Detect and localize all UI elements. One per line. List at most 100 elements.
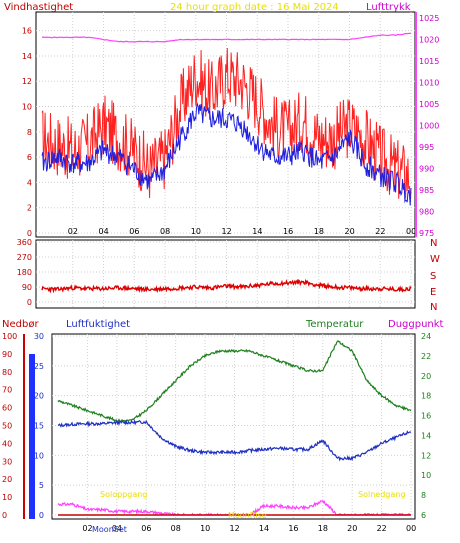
pressure-tick: 1015	[419, 57, 439, 66]
wind-time-tick: 14	[252, 227, 262, 236]
wind-speed-tick: 16	[22, 27, 32, 36]
wind-grid	[36, 12, 415, 237]
direction-line	[41, 278, 412, 294]
wind-time-tick: 04	[99, 227, 109, 236]
rain-tick: 70	[2, 386, 12, 395]
rain-tick: 10	[2, 493, 12, 502]
rain-label: Nedbør	[2, 319, 39, 330]
bottom-time-tick: 08	[171, 524, 181, 533]
wind-time-tick: 02	[68, 227, 78, 236]
pressure-tick: 990	[419, 165, 434, 174]
pressure-line	[41, 32, 412, 43]
wind-average-line	[41, 101, 412, 206]
direction-tick: 90	[22, 283, 32, 292]
wind-time-tick: 06	[129, 227, 139, 236]
direction-ticks: 0 90 180 270 360	[17, 238, 32, 307]
chart-title: 24 hour graph date : 16 Mai 2024	[170, 2, 339, 13]
pressure-tick: 1025	[419, 14, 439, 23]
direction-tick: 180	[17, 268, 32, 277]
wind-time-tick: 20	[345, 227, 355, 236]
bottom-time-tick: 06	[141, 524, 151, 533]
direction-tick: 360	[17, 238, 32, 247]
compass-w: W	[430, 254, 440, 265]
bottom-panel: 02 04 06 08 10 12 14 16 18 20 22 000102030405060708…	[2, 319, 444, 534]
humidity-tick: 25	[34, 362, 44, 371]
temperature-tick: 10	[421, 471, 431, 480]
wind-gust-line	[41, 47, 412, 199]
wind-time-tick: 08	[160, 227, 170, 236]
wind-ticks: 02 04 06 08 10 12 14 16 18 20 22 000246810121416975…	[22, 12, 439, 238]
humidity-tick: 5	[39, 481, 44, 490]
dewpoint-label: Duggpunkt	[388, 319, 444, 330]
wind-time-tick: 10	[191, 227, 201, 236]
sunset-label: Solnedgang	[358, 490, 405, 499]
temperature-tick: 6	[421, 511, 426, 520]
temperature-tick: 22	[421, 352, 431, 361]
humidity-tick: 15	[34, 422, 44, 431]
bottom-time-tick: 16	[288, 524, 298, 533]
rain-tick: 30	[2, 457, 12, 466]
wind-speed-tick: 8	[27, 128, 32, 137]
humidity-label: Luftfuktighet	[66, 319, 130, 330]
temperature-tick: 24	[421, 332, 431, 341]
humidity-tick: 20	[34, 392, 44, 401]
compass-n-top: N	[430, 238, 437, 249]
direction-tick: 270	[17, 253, 32, 262]
rain-tick: 80	[2, 368, 12, 377]
temperature-tick: 20	[421, 372, 431, 381]
temperature-label: Temperatur	[305, 319, 364, 330]
wind-speed-tick: 12	[22, 77, 32, 86]
wind-speed-tick: 6	[27, 153, 32, 162]
direction-series	[41, 278, 412, 294]
wind-time-tick: 00	[406, 227, 416, 236]
rain-tick: 20	[2, 475, 12, 484]
bottom-panel-frame	[51, 333, 416, 520]
rain-tick: 0	[2, 511, 7, 520]
pressure-tick: 985	[419, 186, 434, 195]
direction-panel-frame	[35, 239, 416, 309]
bottom-time-tick: 20	[347, 524, 357, 533]
pressure-tick: 975	[419, 229, 434, 238]
bottom-series	[57, 340, 412, 517]
wind-time-tick: 18	[314, 227, 324, 236]
pressure-tick: 1000	[419, 122, 439, 131]
humidity-tick: 0	[39, 511, 44, 520]
temperature-tick: 18	[421, 392, 431, 401]
wind-speed-tick: 0	[27, 229, 32, 238]
wind-speed-tick: 4	[27, 178, 32, 187]
wind-panel: 02 04 06 08 10 12 14 16 18 20 22 000246810121416975…	[4, 2, 439, 238]
wind-speed-tick: 14	[22, 52, 32, 61]
bottom-ticks: 02 04 06 08 10 12 14 16 18 20 22 000102030405060708…	[2, 332, 431, 533]
temperature-tick: 14	[421, 431, 431, 440]
pressure-tick: 1005	[419, 100, 439, 109]
bottom-time-tick: 00	[406, 524, 416, 533]
temperature-tick: 16	[421, 412, 431, 421]
rain-tick: 90	[2, 350, 12, 359]
pressure-tick: 995	[419, 143, 434, 152]
moonrise-label: MoonRise	[228, 511, 267, 520]
temperature-tick: 8	[421, 491, 426, 500]
compass-n-bottom: N	[430, 302, 437, 313]
bottom-time-tick: 22	[377, 524, 387, 533]
pressure-tick: 1010	[419, 79, 439, 88]
humidity-tick: 10	[34, 451, 44, 460]
pressure-label: Lufttrykk	[366, 2, 411, 13]
bottom-time-tick: 04	[112, 524, 122, 533]
rain-tick: 100	[2, 332, 17, 341]
temperature-tick: 12	[421, 451, 431, 460]
rain-tick: 50	[2, 422, 12, 431]
wind-time-tick: 22	[375, 227, 385, 236]
direction-grid	[36, 240, 415, 308]
bottom-time-tick: 14	[259, 524, 269, 533]
bottom-time-tick: 10	[200, 524, 210, 533]
wind-time-tick: 12	[222, 227, 232, 236]
bottom-time-tick: 18	[318, 524, 328, 533]
compass-s: S	[430, 271, 436, 282]
pressure-tick: 1020	[419, 36, 439, 45]
bottom-time-tick: 12	[230, 524, 240, 533]
wind-speed-tick: 2	[27, 204, 32, 213]
humidity-line	[57, 419, 412, 462]
rain-tick: 60	[2, 404, 12, 413]
bottom-time-tick: 02	[82, 524, 92, 533]
